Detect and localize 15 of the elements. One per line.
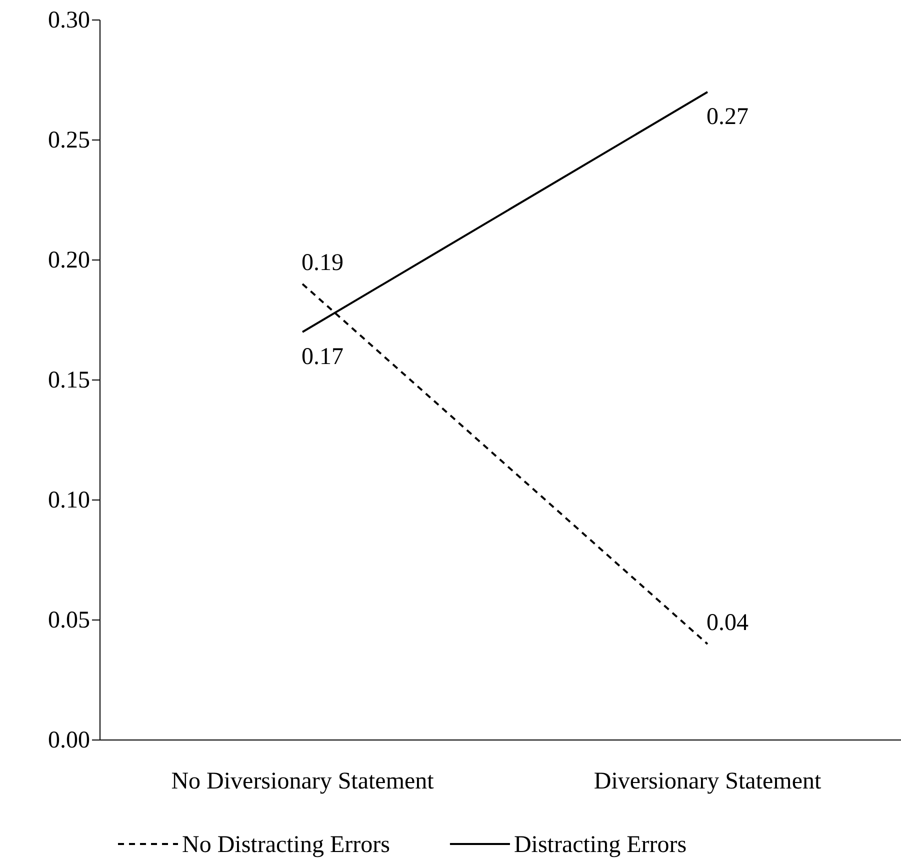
data-label: 0.27	[706, 104, 748, 130]
y-tick-label: 0.30	[48, 8, 90, 34]
x-tick-label: Diversionary Statement	[594, 768, 822, 795]
y-tick-label: 0.05	[48, 608, 90, 634]
data-label: 0.04	[706, 610, 748, 636]
x-tick-label: No Diversionary Statement	[171, 768, 434, 795]
y-tick-label: 0.10	[48, 488, 90, 514]
legend-label: Distracting Errors	[514, 832, 687, 858]
y-tick-label: 0.15	[48, 368, 90, 394]
data-label: 0.17	[302, 344, 344, 370]
y-tick-label: 0.00	[48, 728, 90, 754]
legend-label: No Distracting Errors	[182, 832, 390, 858]
y-tick-label: 0.20	[48, 248, 90, 274]
data-label: 0.19	[302, 250, 344, 276]
y-tick-label: 0.25	[48, 128, 90, 154]
